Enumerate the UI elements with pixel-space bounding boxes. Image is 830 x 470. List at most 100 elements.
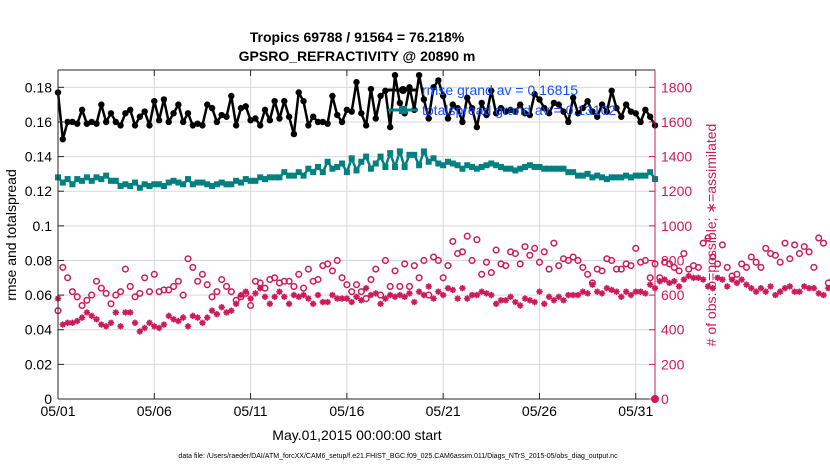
- rmse-point: [88, 118, 95, 126]
- totalspread-point: [536, 163, 543, 170]
- obs-assimilated-point: [613, 288, 620, 295]
- totalspread-point: [608, 174, 615, 181]
- totalspread-point: [613, 174, 620, 181]
- obs-possible-point: [290, 282, 298, 290]
- rmse-point: [155, 117, 163, 124]
- obs-possible-point: [280, 277, 288, 285]
- obs-assimilated-point: [93, 316, 100, 323]
- totalspread-point: [416, 162, 423, 169]
- obs-possible-point: [791, 241, 799, 249]
- totalspread-point: [98, 176, 105, 183]
- obs-assimilated-point: [526, 297, 534, 304]
- totalspread-point: [584, 170, 591, 177]
- rmse-point: [295, 89, 302, 96]
- obs-assimilated-point: [738, 276, 745, 283]
- rmse-point: [271, 97, 278, 105]
- obs-assimilated-point: [550, 297, 558, 304]
- totalspread-point: [170, 177, 177, 184]
- obs-assimilated-point: [719, 276, 726, 283]
- rmse-point: [223, 113, 230, 120]
- obs-possible-point: [324, 260, 332, 268]
- rmse-point: [189, 122, 197, 129]
- obs-assimilated-point: [372, 290, 379, 297]
- obs-possible-point: [304, 265, 312, 273]
- rmse-point: [492, 110, 500, 117]
- obs-possible-point: [136, 289, 144, 297]
- totalspread-point: [546, 165, 553, 172]
- obs-assimilated-point: [300, 291, 307, 299]
- obs-assimilated-point: [160, 321, 168, 328]
- obs-assimilated-point: [155, 324, 163, 332]
- obs-possible-point: [299, 284, 308, 292]
- obs-assimilated-point: [348, 298, 355, 306]
- obs-possible-point: [107, 300, 115, 308]
- obs-assimilated-point: [473, 291, 481, 299]
- totalspread-point: [286, 172, 293, 179]
- obs-assimilated-point: [295, 293, 302, 301]
- totalspread-point: [117, 183, 124, 190]
- obs-assimilated-point: [170, 316, 177, 323]
- totalspread-point: [444, 158, 451, 165]
- obs-assimilated-point: [281, 293, 288, 301]
- obs-assimilated-point: [88, 312, 95, 320]
- obs-assimilated-point: [632, 288, 639, 295]
- obs-possible-point: [579, 263, 587, 271]
- obs-possible-point: [333, 256, 341, 265]
- obs-assimilated-point: [319, 298, 326, 306]
- obs-possible-point: [776, 258, 784, 266]
- rmse-point: [194, 120, 201, 127]
- obs-assimilated-point: [358, 297, 365, 304]
- totalspread-point: [430, 155, 437, 162]
- totalspread-point: [242, 176, 249, 183]
- obs-possible-point: [131, 293, 139, 301]
- rmse-point: [343, 106, 351, 114]
- rmse-point: [541, 104, 548, 112]
- totalspread-point: [194, 179, 201, 186]
- totalspread-point: [122, 181, 129, 188]
- footer-data-file: data file: /Users/raeder/DAI/ATM_forcXX/…: [178, 453, 618, 460]
- obs-possible-point: [213, 288, 221, 296]
- obs-assimilated-point: [309, 300, 317, 307]
- totalspread-point: [488, 160, 495, 167]
- obs-possible-point: [391, 267, 399, 275]
- y-right-tick-label: 400: [661, 322, 685, 338]
- totalspread-point: [180, 181, 187, 188]
- totalspread-point: [290, 172, 297, 179]
- totalspread-point: [377, 153, 384, 160]
- rmse-point: [266, 117, 274, 124]
- obs-assimilated-point: [483, 290, 490, 297]
- obs-assimilated-point: [642, 290, 649, 297]
- totalspread-point: [632, 172, 639, 179]
- obs-possible-point: [641, 256, 649, 265]
- obs-possible-point: [415, 274, 423, 282]
- obs-possible-point: [675, 267, 683, 275]
- obs-assimilated-point: [261, 293, 269, 301]
- obs-possible-point: [478, 270, 486, 278]
- obs-assimilated-point: [324, 298, 331, 306]
- obs-possible-point: [112, 291, 120, 299]
- totalspread-point: [647, 169, 654, 176]
- obs-possible-point: [492, 246, 500, 254]
- totalspread-point: [160, 183, 167, 190]
- obs-assimilated-point: [401, 293, 408, 301]
- totalspread-point: [589, 174, 596, 181]
- obs-assimilated-point: [69, 319, 76, 327]
- obs-assimilated-point: [801, 283, 808, 290]
- totalspread-point: [324, 158, 331, 165]
- rmse-point: [300, 97, 307, 105]
- totalspread-point: [594, 172, 601, 179]
- obs-possible-point: [184, 255, 192, 263]
- obs-assimilated-point: [589, 281, 596, 288]
- totalspread-point: [454, 162, 461, 169]
- totalspread-point: [262, 176, 269, 183]
- rmse-point: [199, 122, 206, 129]
- totalspread-point: [271, 174, 278, 181]
- obs-possible-point: [97, 284, 105, 292]
- totalspread-point: [266, 174, 273, 181]
- obs-assimilated-point: [733, 279, 741, 287]
- y-left-tick-label: 0.02: [25, 356, 52, 372]
- obs-possible-point: [786, 255, 794, 263]
- rmse-point: [127, 106, 134, 114]
- obs-possible-point: [88, 291, 96, 299]
- totalspread-point: [449, 160, 456, 167]
